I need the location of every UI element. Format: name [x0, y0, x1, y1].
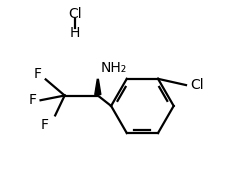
- Text: F: F: [34, 67, 42, 81]
- Text: H: H: [70, 26, 80, 40]
- Text: F: F: [28, 93, 36, 107]
- Text: F: F: [40, 118, 49, 132]
- Text: NH₂: NH₂: [100, 61, 126, 75]
- Text: Cl: Cl: [190, 78, 203, 92]
- Text: Cl: Cl: [68, 7, 81, 21]
- Polygon shape: [94, 79, 100, 95]
